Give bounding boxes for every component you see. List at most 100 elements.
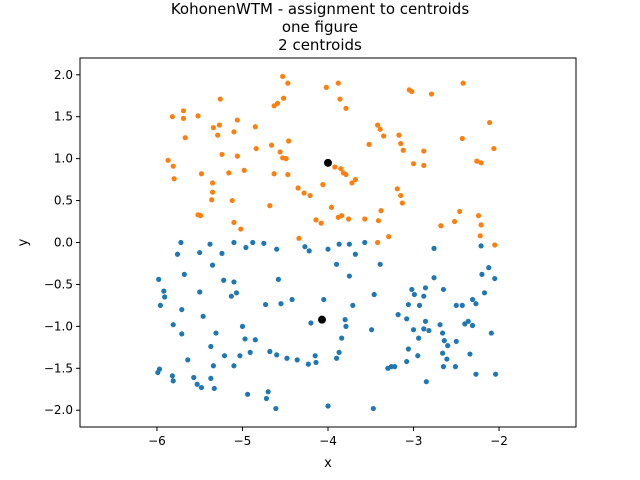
data-point-series-1 bbox=[336, 241, 342, 247]
data-point-series-0 bbox=[215, 132, 221, 138]
data-point-series-1 bbox=[194, 381, 200, 387]
data-point-series-1 bbox=[453, 338, 459, 345]
y-tick-label: 0.5 bbox=[54, 194, 73, 208]
chart-title-line-3: 2 centroids bbox=[278, 36, 362, 54]
data-point-series-0 bbox=[231, 219, 237, 225]
data-point-series-1 bbox=[410, 327, 417, 333]
data-point-series-1 bbox=[377, 261, 383, 267]
data-point-series-1 bbox=[305, 361, 311, 367]
data-point-series-1 bbox=[200, 313, 206, 319]
data-point-series-1 bbox=[437, 322, 443, 328]
x-tick-label: −3 bbox=[405, 434, 423, 448]
data-point-series-0 bbox=[457, 208, 463, 215]
data-point-series-0 bbox=[283, 156, 289, 162]
data-point-series-0 bbox=[252, 124, 258, 130]
data-point-series-1 bbox=[265, 389, 271, 395]
data-point-series-1 bbox=[370, 405, 376, 412]
data-point-series-0 bbox=[274, 100, 281, 106]
data-point-series-0 bbox=[170, 163, 176, 169]
data-point-series-1 bbox=[179, 331, 185, 337]
data-point-series-1 bbox=[346, 273, 352, 279]
data-point-series-0 bbox=[169, 114, 175, 120]
data-point-series-0 bbox=[409, 88, 415, 95]
data-point-series-0 bbox=[216, 122, 222, 128]
data-point-series-1 bbox=[440, 364, 447, 370]
data-point-series-1 bbox=[452, 364, 459, 370]
x-tick-label: −4 bbox=[319, 434, 337, 448]
data-point-series-1 bbox=[336, 349, 342, 355]
data-point-series-1 bbox=[473, 371, 479, 377]
data-point-series-1 bbox=[243, 244, 249, 251]
data-point-series-0 bbox=[487, 119, 493, 126]
data-point-series-0 bbox=[280, 95, 287, 101]
data-point-series-1 bbox=[481, 290, 488, 296]
data-point-series-1 bbox=[185, 357, 191, 363]
data-point-series-0 bbox=[478, 222, 484, 228]
data-point-series-0 bbox=[180, 115, 187, 121]
data-point-series-0 bbox=[280, 73, 286, 80]
data-point-series-1 bbox=[439, 350, 446, 356]
data-point-series-0 bbox=[307, 192, 313, 199]
data-point-series-0 bbox=[362, 216, 368, 222]
data-point-series-1 bbox=[245, 391, 251, 397]
data-point-series-1 bbox=[405, 301, 411, 308]
plot-frame bbox=[79, 57, 577, 428]
data-point-series-0 bbox=[180, 108, 187, 114]
data-point-series-0 bbox=[421, 148, 427, 154]
data-point-series-1 bbox=[197, 289, 203, 295]
data-point-series-0 bbox=[338, 166, 344, 172]
data-point-series-1 bbox=[421, 293, 427, 299]
data-point-series-1 bbox=[178, 239, 184, 246]
data-point-series-1 bbox=[278, 301, 284, 307]
data-point-series-0 bbox=[349, 180, 355, 186]
data-point-series-0 bbox=[197, 213, 204, 219]
data-point-series-1 bbox=[426, 327, 432, 334]
data-point-series-0 bbox=[229, 197, 235, 204]
data-point-series-1 bbox=[492, 275, 498, 282]
data-point-series-0 bbox=[253, 145, 259, 152]
data-point-series-1 bbox=[313, 359, 319, 366]
data-point-series-1 bbox=[274, 246, 280, 252]
data-point-series-0 bbox=[285, 171, 291, 178]
data-point-series-1 bbox=[469, 322, 476, 329]
data-point-series-0 bbox=[375, 239, 381, 246]
data-point-series-1 bbox=[161, 288, 167, 294]
data-point-series-1 bbox=[231, 363, 237, 369]
data-point-series-0 bbox=[219, 151, 225, 158]
data-point-series-1 bbox=[395, 312, 401, 318]
data-point-series-1 bbox=[431, 275, 437, 281]
data-point-series-0 bbox=[366, 141, 372, 147]
data-point-series-1 bbox=[261, 240, 267, 246]
y-tick-label: −1.0 bbox=[44, 319, 73, 333]
data-point-series-1 bbox=[342, 317, 348, 323]
data-point-series-0 bbox=[209, 180, 216, 186]
data-point-series-1 bbox=[422, 285, 429, 291]
data-point-series-1 bbox=[369, 327, 375, 333]
data-point-series-0 bbox=[460, 80, 466, 86]
data-point-series-0 bbox=[277, 149, 283, 155]
data-point-series-1 bbox=[211, 385, 217, 392]
data-point-series-0 bbox=[491, 145, 497, 152]
data-point-series-1 bbox=[346, 241, 352, 247]
data-point-series-1 bbox=[325, 403, 331, 409]
data-point-series-1 bbox=[423, 379, 429, 385]
data-point-series-1 bbox=[416, 302, 423, 308]
data-point-series-0 bbox=[238, 226, 244, 232]
data-point-series-0 bbox=[241, 167, 247, 173]
data-point-series-1 bbox=[421, 326, 427, 332]
data-point-series-0 bbox=[451, 218, 458, 225]
data-point-series-1 bbox=[209, 262, 216, 268]
data-point-series-0 bbox=[182, 135, 188, 141]
data-point-series-0 bbox=[345, 216, 352, 222]
data-point-series-1 bbox=[156, 276, 162, 282]
y-tick-label: 1.5 bbox=[54, 110, 73, 124]
data-point-series-0 bbox=[268, 142, 275, 148]
data-point-series-1 bbox=[488, 330, 494, 336]
data-point-series-1 bbox=[157, 302, 163, 308]
data-point-series-1 bbox=[169, 373, 175, 379]
data-point-series-1 bbox=[207, 241, 213, 247]
data-point-series-1 bbox=[252, 337, 258, 343]
data-point-series-0 bbox=[399, 200, 405, 206]
data-point-series-0 bbox=[209, 197, 215, 203]
x-tick-label: −6 bbox=[148, 434, 166, 448]
